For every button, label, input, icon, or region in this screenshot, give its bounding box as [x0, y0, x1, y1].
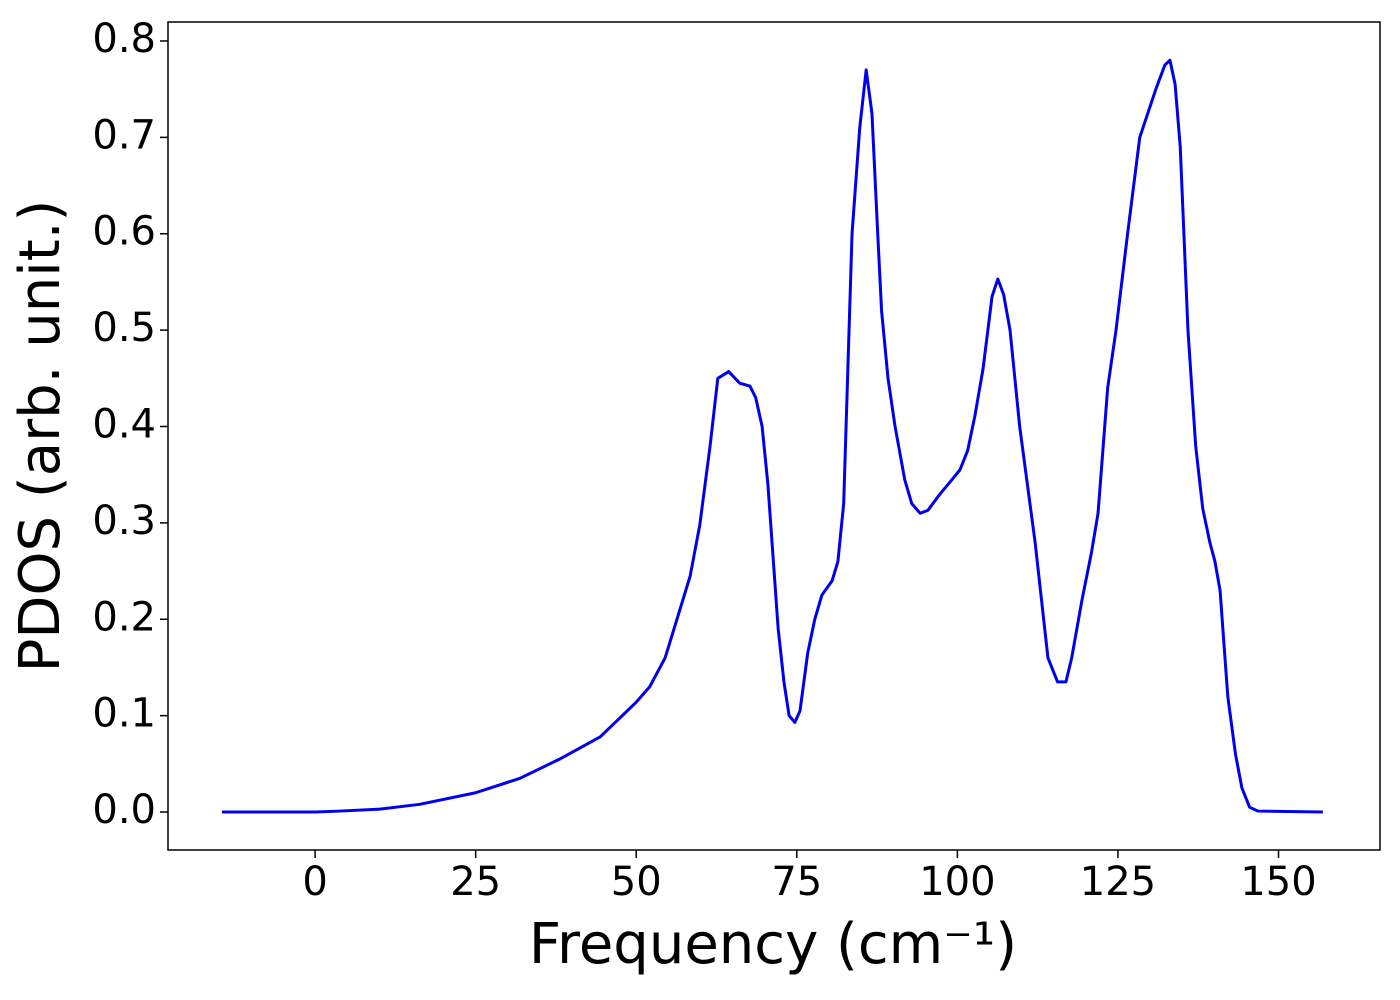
- y-tick-label: 0.8: [92, 16, 156, 62]
- y-tick-label: 0.1: [92, 691, 156, 737]
- x-tick-label: 150: [1240, 859, 1316, 905]
- y-tick-label: 0.5: [92, 305, 156, 351]
- y-tick-label: 0.3: [92, 498, 156, 544]
- x-tick-label: 75: [771, 859, 822, 905]
- y-tick-label: 0.6: [92, 209, 156, 255]
- y-tick-label: 0.2: [92, 594, 156, 640]
- y-axis-label: PDOS (arb. unit.): [8, 200, 73, 673]
- x-axis-label: Frequency (cm⁻¹): [529, 912, 1017, 977]
- y-tick-label: 0.4: [92, 402, 156, 448]
- x-tick-label: 25: [450, 859, 501, 905]
- x-tick-label: 50: [611, 859, 662, 905]
- y-tick-label: 0.7: [92, 112, 156, 158]
- data-line: [221, 58, 1323, 814]
- x-tick-label: 100: [919, 859, 995, 905]
- y-tick-label: 0.0: [92, 787, 156, 833]
- x-tick-label: 0: [302, 859, 327, 905]
- plot-frame: [167, 21, 1381, 851]
- x-tick-label: 125: [1080, 859, 1156, 905]
